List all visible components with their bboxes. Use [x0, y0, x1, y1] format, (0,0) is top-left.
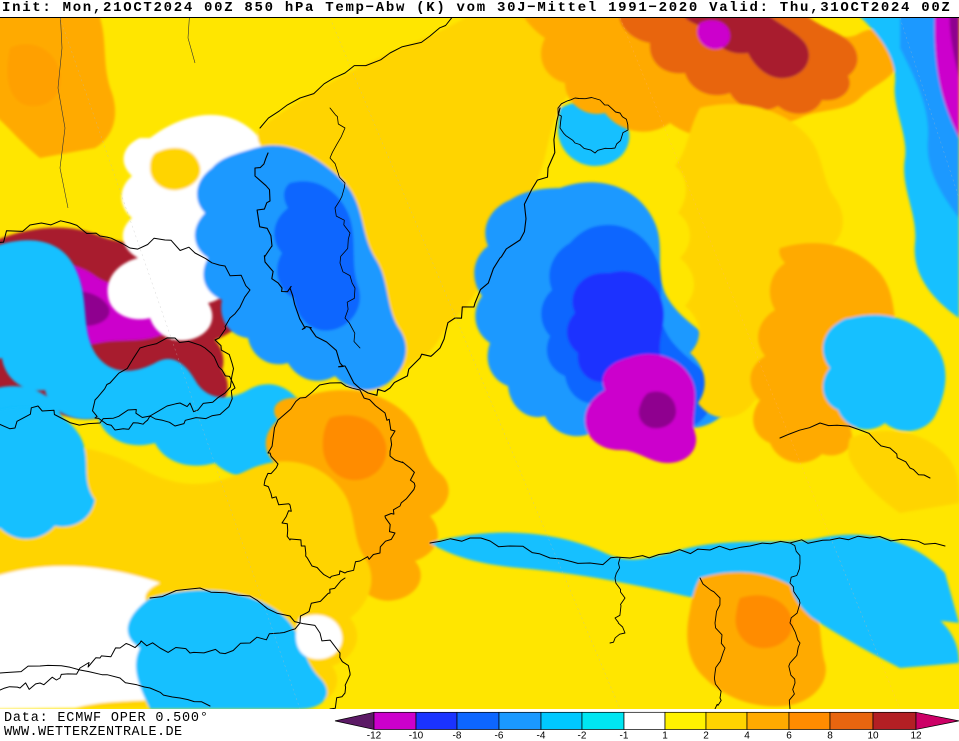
svg-text:-12: -12	[367, 730, 382, 741]
svg-text:8: 8	[827, 730, 833, 741]
svg-text:1: 1	[662, 730, 668, 741]
svg-text:-1: -1	[620, 730, 629, 741]
svg-text:-10: -10	[409, 730, 424, 741]
svg-text:12: 12	[910, 730, 922, 741]
svg-text:-2: -2	[578, 730, 587, 741]
svg-text:4: 4	[744, 730, 750, 741]
svg-text:-6: -6	[495, 730, 504, 741]
svg-text:2: 2	[703, 730, 709, 741]
svg-text:6: 6	[786, 730, 792, 741]
svg-text:-8: -8	[453, 730, 462, 741]
svg-text:10: 10	[867, 730, 879, 741]
svg-text:-4: -4	[537, 730, 546, 741]
